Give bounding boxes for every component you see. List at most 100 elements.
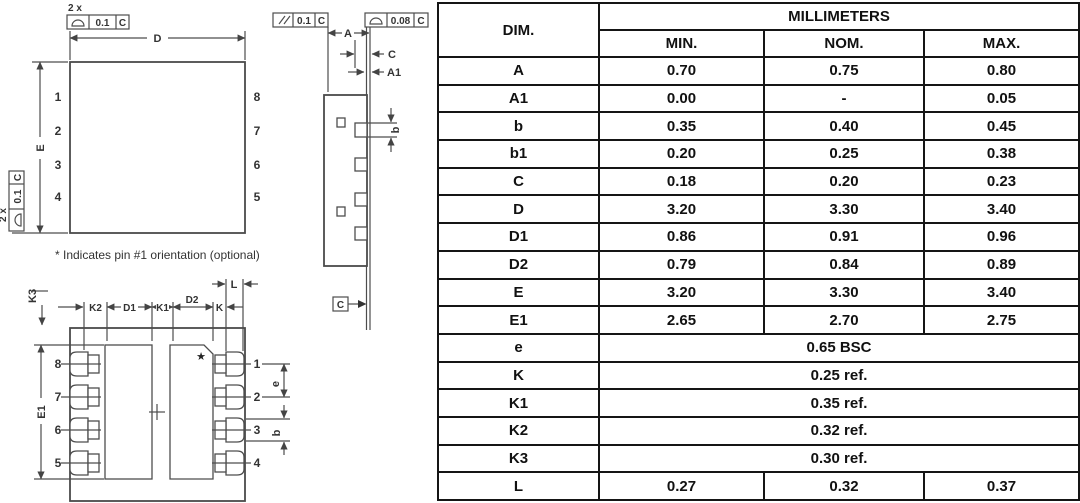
dim-cell: K3 [437, 443, 600, 474]
pin-number: 3 [55, 158, 62, 172]
dim-cell: K [437, 360, 600, 391]
min-cell: 3.20 [598, 194, 765, 225]
bottom-view: ★ 8 7 6 5 1 2 3 4 L [27, 279, 290, 502]
pin-number: 1 [254, 357, 261, 371]
min-cell: 0.18 [598, 166, 765, 197]
max-cell: 0.05 [922, 83, 1080, 114]
max-cell: 3.40 [922, 277, 1080, 308]
tolerance-value: 0.1 [96, 18, 110, 29]
dim-cell: K1 [437, 388, 600, 418]
dim-label-e: e [270, 381, 282, 387]
dim-cell: b [437, 111, 600, 142]
pin-number: 8 [55, 357, 62, 371]
package-body-top [69, 61, 246, 234]
leads-right [212, 351, 251, 476]
table-row: D2 0.79 0.84 0.89 [437, 249, 1080, 280]
datum-flag-label: C [337, 300, 344, 311]
dim-label-b: b [271, 429, 283, 436]
dim-cell: L [437, 471, 600, 501]
dim-cell: e [437, 332, 600, 363]
dim-cell: D [437, 194, 600, 225]
min-cell: 3.20 [598, 277, 765, 308]
max-cell: 0.23 [922, 166, 1080, 197]
lead-side [354, 192, 368, 207]
tolerance-frame-top: 0.1 C [66, 14, 130, 30]
side-view: 0.1 C 0.08 C A C A1 [272, 12, 429, 330]
dim-label-b: b [390, 126, 402, 133]
datum-reference: C [417, 16, 424, 27]
table-row: C 0.18 0.20 0.23 [437, 166, 1080, 197]
nom-cell: 0.84 [763, 249, 925, 280]
dim-label-D2: D2 [186, 295, 199, 306]
table-row: K1 0.35 ref. [437, 388, 1080, 418]
dim-cell: A1 [437, 83, 600, 114]
datum-reference: C [13, 174, 24, 181]
pin1-orientation-marker: ★ [196, 351, 206, 363]
table-row: e 0.65 BSC [437, 332, 1080, 363]
pin-number: 7 [55, 390, 62, 404]
max-cell: 0.80 [922, 56, 1080, 86]
dim-label-E: E [35, 144, 47, 151]
dim-label-K3: K3 [27, 289, 39, 303]
span-value-cell: 0.25 ref. [597, 360, 1080, 391]
package-drawing: 2 x 0.1 C D E 1 2 3 4 8 7 6 5 [0, 3, 429, 502]
nom-cell: 0.32 [763, 471, 925, 501]
min-cell: 0.20 [598, 139, 765, 169]
max-cell: 0.37 [922, 471, 1080, 501]
pin-number: 5 [55, 456, 62, 470]
min-cell: 0.70 [598, 56, 765, 86]
nom-cell: 3.30 [763, 277, 925, 308]
exposed-pad-right [169, 344, 214, 480]
max-cell: 0.89 [922, 249, 1080, 280]
dim-cell: C [437, 166, 600, 197]
lead-side [354, 226, 368, 241]
lead-side [354, 122, 368, 138]
dim-label-K: K [216, 303, 224, 314]
table-row: A1 0.00-0.05 [437, 83, 1080, 114]
nom-cell: 0.25 [763, 139, 925, 169]
max-column-header: MAX. [922, 29, 1080, 58]
dim-cell: A [437, 56, 600, 86]
qty-note: 2 x [68, 3, 82, 14]
dimension-table: DIM. MILLIMETERS MIN. NOM. MAX. A 0.70 0.7… [437, 2, 1080, 501]
nom-cell: - [763, 83, 925, 114]
nom-cell: 2.70 [763, 305, 925, 335]
nom-cell: 0.20 [763, 166, 925, 197]
profile-of-surface-icon [14, 213, 22, 227]
tolerance-value: 0.1 [13, 189, 24, 203]
table-row: L 0.27 0.32 0.37 [437, 471, 1080, 501]
pin-number: 8 [254, 90, 261, 104]
pad-mark [336, 117, 346, 128]
table-row: D1 0.86 0.91 0.96 [437, 222, 1080, 252]
min-cell: 0.79 [598, 249, 765, 280]
pin-number: 1 [55, 90, 62, 104]
dim-label-K1: K1 [156, 303, 169, 314]
max-cell: 2.75 [922, 305, 1080, 335]
datum-reference: C [119, 18, 126, 29]
span-value-cell: 0.32 ref. [597, 415, 1080, 446]
pin-number: 4 [254, 456, 261, 470]
table-row: E1 2.65 2.70 2.75 [437, 305, 1080, 335]
pad-mark [336, 206, 346, 217]
table-row: K3 0.30 ref. [437, 443, 1080, 474]
pin-number: 5 [254, 190, 261, 204]
dim-cell: K2 [437, 415, 600, 446]
tolerance-value: 0.1 [297, 16, 311, 27]
dim-label-A1: A1 [387, 67, 401, 79]
parallelism-icon [278, 15, 291, 25]
max-cell: 3.40 [922, 194, 1080, 225]
datum-triangle-icon [358, 300, 367, 308]
table-row: D 3.20 3.30 3.40 [437, 194, 1080, 225]
dim-label-E1: E1 [36, 405, 48, 418]
dim-cell: D1 [437, 222, 600, 252]
dim-label-A: A [344, 28, 352, 40]
table-row: K 0.25 ref. [437, 360, 1080, 391]
tolerance-frame-left: 0.1 C [8, 170, 25, 232]
span-value-cell: 0.65 BSC [597, 332, 1080, 363]
span-value-cell: 0.30 ref. [597, 443, 1080, 474]
nom-cell: 0.40 [763, 111, 925, 142]
max-cell: 0.45 [922, 111, 1080, 142]
table-row: A 0.70 0.75 0.80 [437, 56, 1080, 86]
exposed-pad-left [104, 344, 153, 480]
